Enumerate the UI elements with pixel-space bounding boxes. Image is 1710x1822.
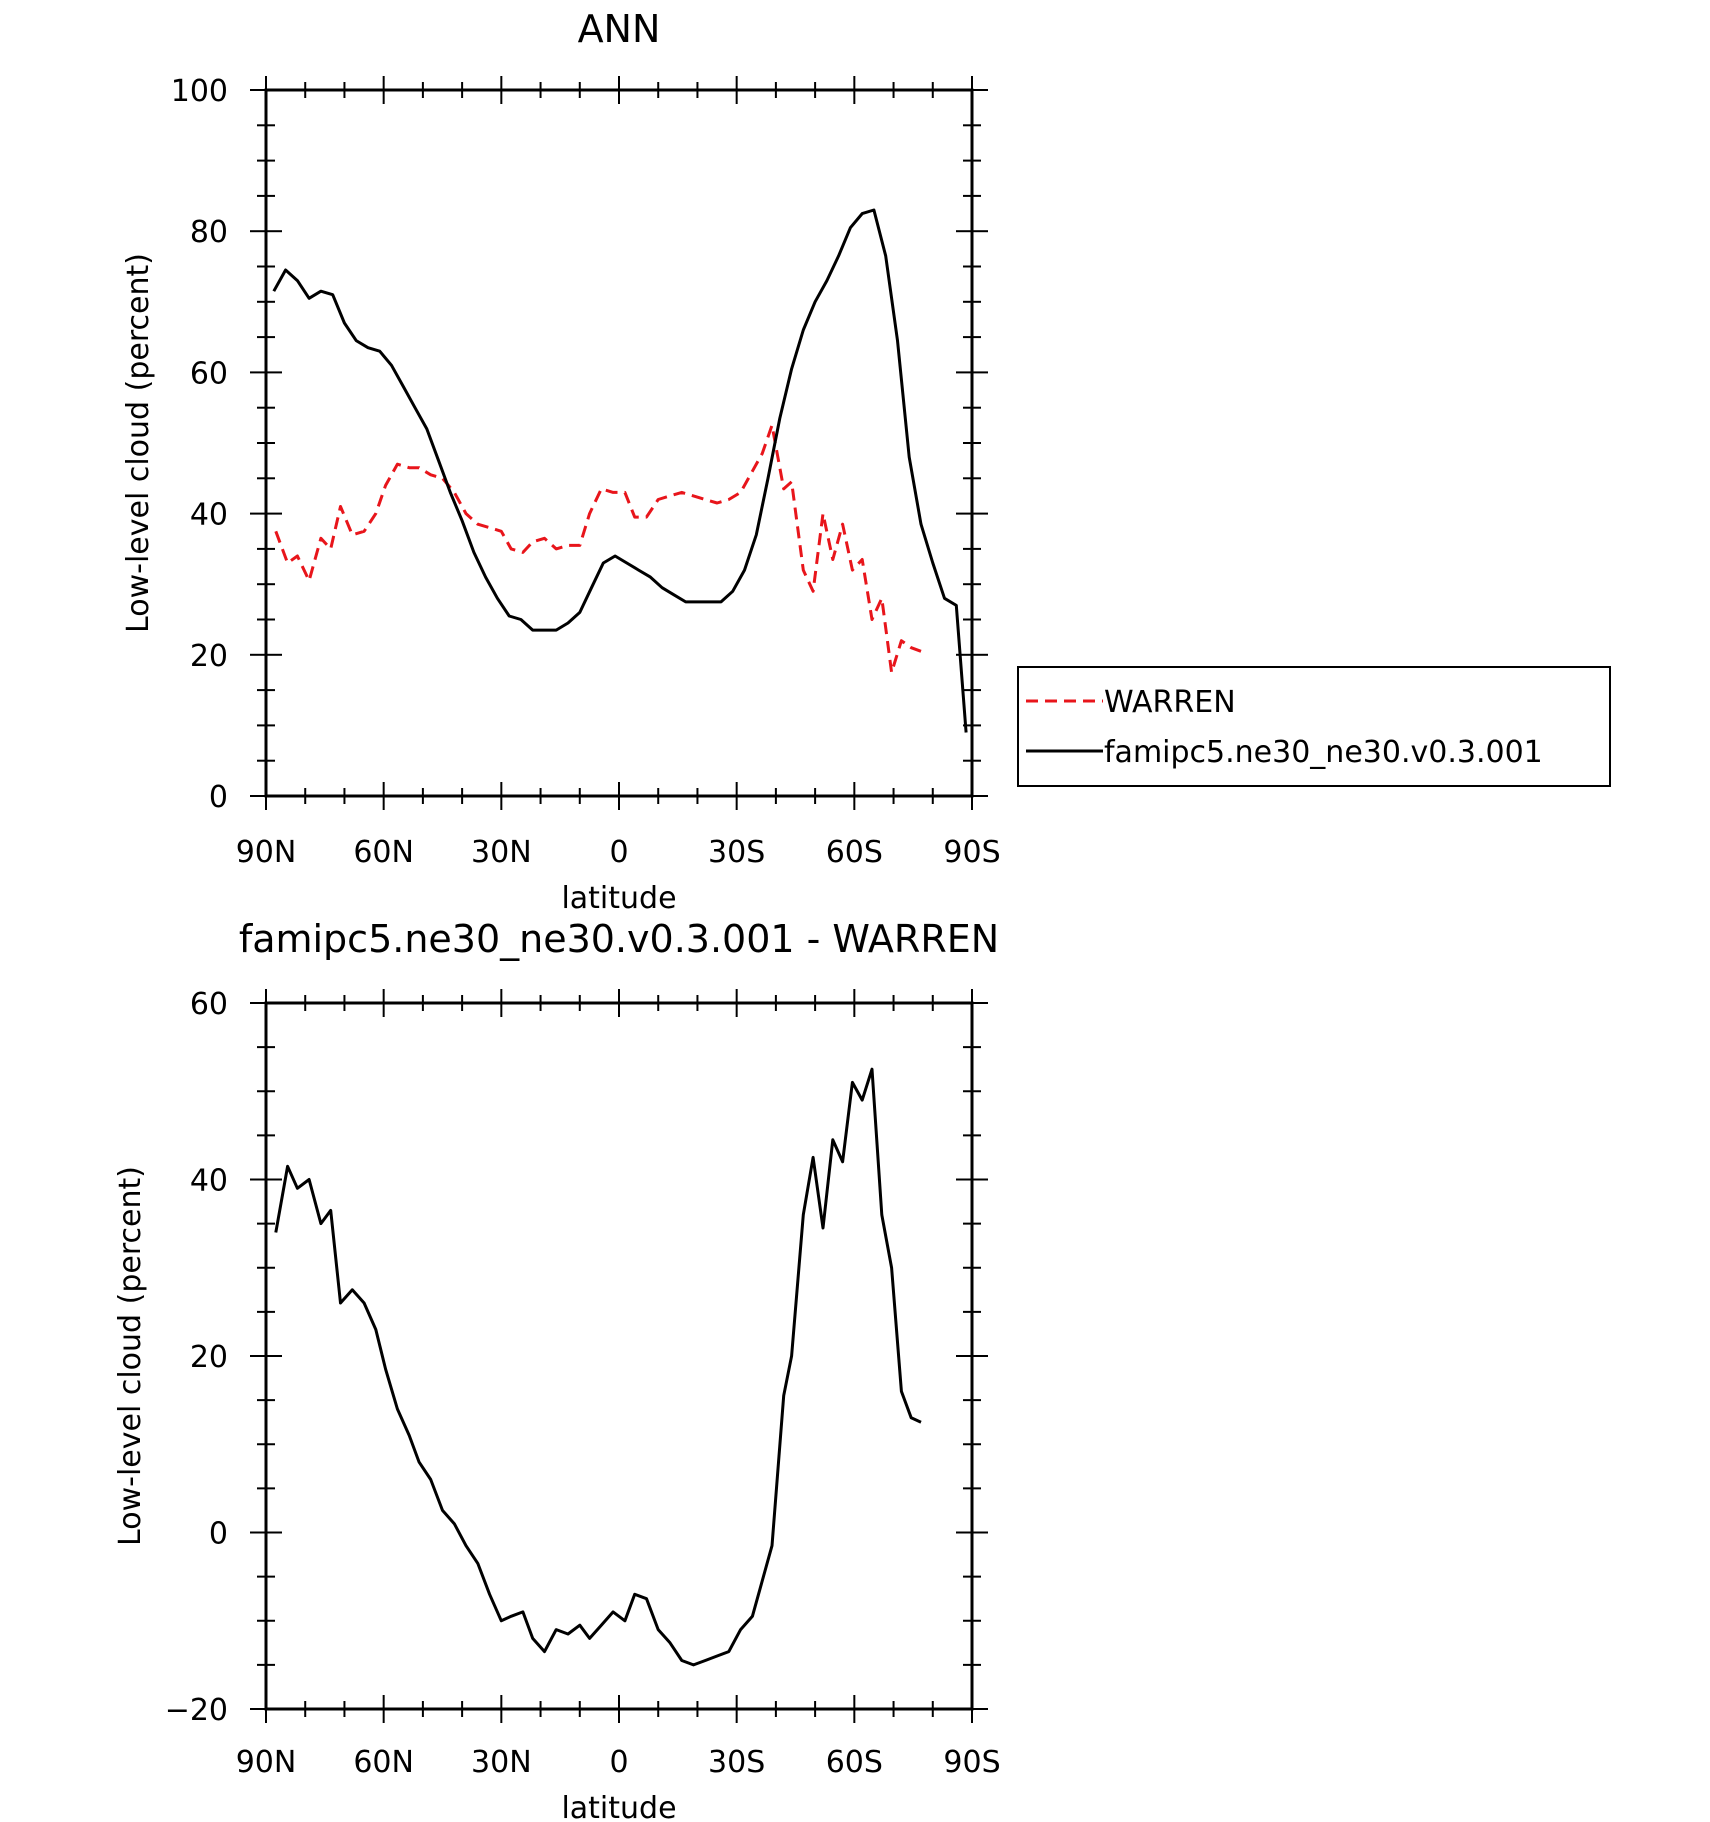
top-x-axis-label: latitude [561, 881, 676, 916]
bottom-series-line-difference [274, 1067, 922, 1667]
top-x-tick-label: 60S [826, 835, 883, 870]
top-series-line-famipc5-ne30-ne30-v0-3-001 [272, 208, 968, 733]
bottom-panel: famipc5.ne30_ne30.v0.3.001 - WARREN 90N 6… [113, 917, 1001, 1822]
bottom-y-tick-label: 40 [190, 1164, 228, 1199]
legend-label-warren: WARREN [1104, 685, 1236, 720]
legend: WARREN famipc5.ne30_ne30.v0.3.001 [1017, 666, 1611, 787]
bottom-x-axis-label: latitude [561, 1791, 676, 1822]
bottom-x-tick-label: 60S [826, 1745, 883, 1780]
top-y-tick-label: 60 [190, 356, 228, 391]
top-plot-frame [264, 88, 974, 798]
top-axis-ticks: 90N 60N 30N 0 30S 60S 90S 0 20 40 60 80 100 [171, 74, 1001, 870]
bottom-x-tick-label: 90N [236, 1745, 297, 1780]
top-y-tick-label: 80 [190, 215, 228, 250]
bottom-y-tick-label: 60 [190, 987, 228, 1022]
bottom-y-tick-label: −20 [165, 1693, 228, 1728]
top-chart-title: ANN [578, 7, 661, 51]
top-x-tick-label: 90N [236, 835, 297, 870]
bottom-x-tick-label: 30N [471, 1745, 532, 1780]
top-x-tick-label: 0 [609, 835, 628, 870]
legend-label-model: famipc5.ne30_ne30.v0.3.001 [1104, 735, 1543, 770]
top-x-tick-label: 90S [943, 835, 1000, 870]
top-x-tick-label: 60N [353, 835, 414, 870]
bottom-plot-area [274, 1067, 922, 1667]
top-x-tick-label: 30S [708, 835, 765, 870]
top-y-axis-label: Low-level cloud (percent) [121, 253, 156, 633]
bottom-x-tick-label: 0 [609, 1745, 628, 1780]
top-series-line-warren [274, 423, 922, 674]
top-x-tick-label: 30N [471, 835, 532, 870]
bottom-x-tick-label: 90S [943, 1745, 1000, 1780]
top-plot-area [272, 208, 968, 733]
bottom-y-tick-label: 0 [209, 1517, 228, 1552]
top-y-tick-label: 40 [190, 498, 228, 533]
top-panel: ANN 90N 60N 30N 0 30S 60S 90S 0 20 40 60 80 100 lati… [121, 7, 1611, 916]
top-y-tick-label: 0 [209, 780, 228, 815]
top-y-tick-label: 100 [171, 74, 228, 109]
bottom-y-tick-label: 20 [190, 1340, 228, 1375]
bottom-x-tick-label: 30S [708, 1745, 765, 1780]
bottom-x-tick-label: 60N [353, 1745, 414, 1780]
top-y-tick-label: 20 [190, 639, 228, 674]
legend-box [1017, 666, 1611, 787]
bottom-plot-frame [264, 1001, 974, 1711]
bottom-axis-ticks: 90N 60N 30N 0 30S 60S 90S −20 0 20 40 60 [165, 987, 1001, 1780]
bottom-chart-title: famipc5.ne30_ne30.v0.3.001 - WARREN [239, 917, 999, 961]
bottom-y-axis-label: Low-level cloud (percent) [113, 1166, 148, 1546]
